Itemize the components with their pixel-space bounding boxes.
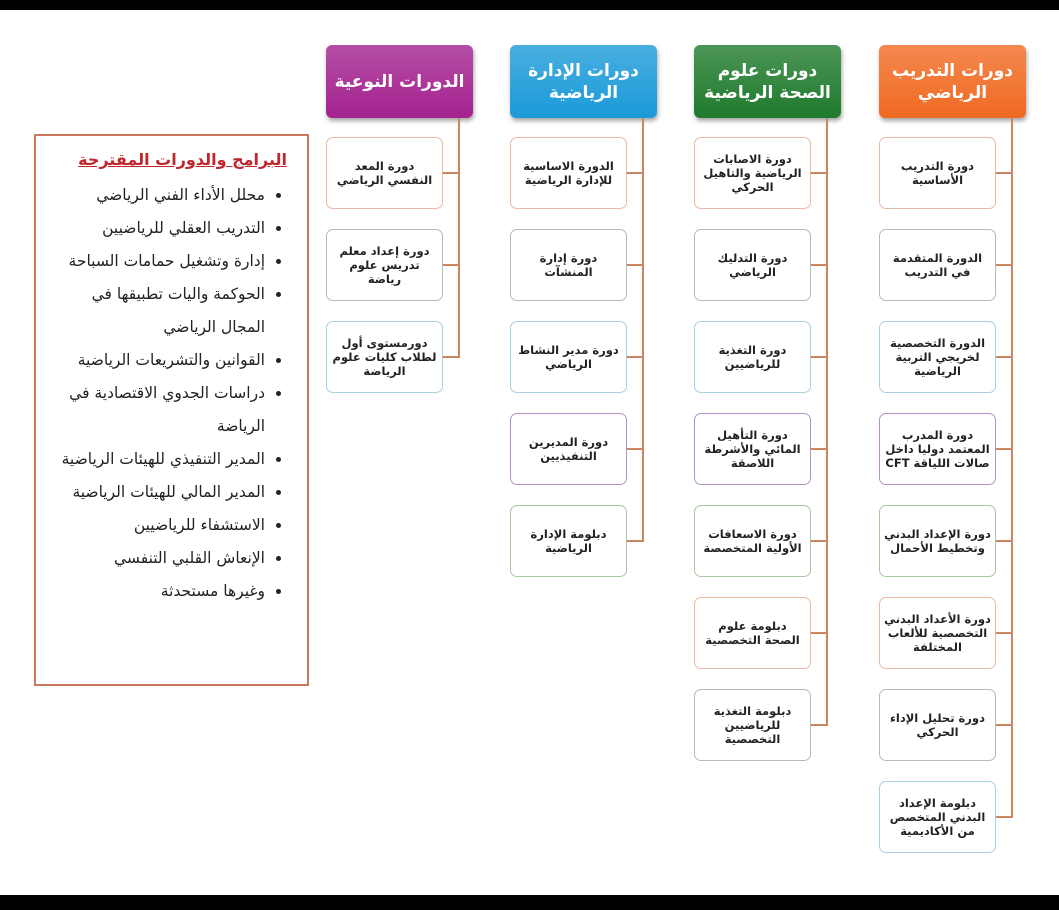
program-list-item: القوانين والتشريعات الرياضية bbox=[48, 344, 265, 377]
course-box: دورة الإعداد البدني وتخطيط الأحمال bbox=[879, 505, 996, 577]
course-box: الدورة الاساسية للإدارة الرياضية bbox=[510, 137, 627, 209]
connector-branch bbox=[811, 172, 827, 174]
programs-list: محلل الأداء الفني الرياضيالتدريب العقلي … bbox=[48, 179, 295, 608]
connector-branch bbox=[443, 264, 459, 266]
program-list-item: المدير المالي للهيئات الرياضية bbox=[48, 476, 265, 509]
column-header-sports-management: دورات الإدارة الرياضية bbox=[510, 45, 657, 118]
connector-branch bbox=[811, 264, 827, 266]
course-box: دورة التدريب الأساسية bbox=[879, 137, 996, 209]
connector-line bbox=[1011, 118, 1013, 818]
connector-branch bbox=[811, 356, 827, 358]
course-box: دورة إدارة المنشآت bbox=[510, 229, 627, 301]
program-list-item: المدير التنفيذي للهيئات الرياضية bbox=[48, 443, 265, 476]
course-box: دبلومة الإدارة الرياضية bbox=[510, 505, 627, 577]
connector-branch bbox=[811, 448, 827, 450]
course-box: دورة المدرب المعتمد دوليا داخل صالات الل… bbox=[879, 413, 996, 485]
course-box: دورة المعد النفسي الرياضي bbox=[326, 137, 443, 209]
suggested-programs-panel: البرامج والدورات المقترحة محلل الأداء ال… bbox=[34, 134, 309, 686]
course-box: دورة التدليك الرياضي bbox=[694, 229, 811, 301]
program-list-item: إدارة وتشغيل حمامات السباحة bbox=[48, 245, 265, 278]
connector-branch bbox=[811, 724, 827, 726]
connector-line bbox=[826, 118, 828, 726]
column-header-specialized: الدورات النوعية bbox=[326, 45, 473, 118]
connector-branch bbox=[996, 724, 1012, 726]
program-list-item: وغيرها مستحدثة bbox=[48, 575, 265, 608]
course-box: دبلومة الإعداد البدني المتخصص من الأكادي… bbox=[879, 781, 996, 853]
connector-branch bbox=[811, 632, 827, 634]
course-box: دورة إعداد معلم تدريس علوم رياضة bbox=[326, 229, 443, 301]
panel-title: البرامج والدورات المقترحة bbox=[78, 150, 287, 169]
connector-branch bbox=[996, 356, 1012, 358]
course-box: الدورة المتقدمة في التدريب bbox=[879, 229, 996, 301]
course-box: الدورة التخصصية لخريجي التربية الرياضية bbox=[879, 321, 996, 393]
connector-branch bbox=[996, 264, 1012, 266]
program-list-item: دراسات الجدوي الاقتصادية في الرياضة bbox=[48, 377, 265, 443]
connector-line bbox=[458, 118, 460, 358]
column-header-sports-training: دورات التدريب الرياضي bbox=[879, 45, 1026, 118]
course-box: دورة مدير النشاط الرياضي bbox=[510, 321, 627, 393]
connector-branch bbox=[996, 172, 1012, 174]
column-header-sports-health: دورات علوم الصحة الرياضية bbox=[694, 45, 841, 118]
course-box: دورة تحليل الإداء الحركي bbox=[879, 689, 996, 761]
course-box: دبلومة علوم الصحة التخصصية bbox=[694, 597, 811, 669]
connector-branch bbox=[443, 172, 459, 174]
program-list-item: الحوكمة واليات تطبيقها في المجال الرياضي bbox=[48, 278, 265, 344]
diagram-canvas: البرامج والدورات المقترحة محلل الأداء ال… bbox=[0, 10, 1059, 895]
connector-branch bbox=[627, 356, 643, 358]
connector-branch bbox=[627, 448, 643, 450]
connector-branch bbox=[443, 356, 459, 358]
program-list-item: الاستشفاء للرياضيين bbox=[48, 509, 265, 542]
connector-branch bbox=[996, 632, 1012, 634]
program-list-item: الإنعاش القلبي التنفسي bbox=[48, 542, 265, 575]
connector-branch bbox=[627, 264, 643, 266]
connector-branch bbox=[996, 540, 1012, 542]
course-box: دبلومة التغذية للرياضيين التخصصية bbox=[694, 689, 811, 761]
course-box: دورة الاسعافات الأولية المتخصصة bbox=[694, 505, 811, 577]
program-list-item: محلل الأداء الفني الرياضي bbox=[48, 179, 265, 212]
connector-branch bbox=[996, 448, 1012, 450]
course-box: دورة المديرين التنفيذيين bbox=[510, 413, 627, 485]
connector-branch bbox=[811, 540, 827, 542]
course-box: دورمستوى أول لطلاب كليات علوم الرياضة bbox=[326, 321, 443, 393]
connector-line bbox=[642, 118, 644, 542]
course-box: دورة الاصابات الرياضية والتاهيل الحركي bbox=[694, 137, 811, 209]
connector-branch bbox=[996, 816, 1012, 818]
course-box: دورة التغذية للرياضيين bbox=[694, 321, 811, 393]
connector-branch bbox=[627, 540, 643, 542]
course-box: دورة التأهيل المائي والأشرطة اللاصقة bbox=[694, 413, 811, 485]
course-box: دورة الأعداد البدني التخصصية للألعاب الم… bbox=[879, 597, 996, 669]
program-list-item: التدريب العقلي للرياضيين bbox=[48, 212, 265, 245]
connector-branch bbox=[627, 172, 643, 174]
